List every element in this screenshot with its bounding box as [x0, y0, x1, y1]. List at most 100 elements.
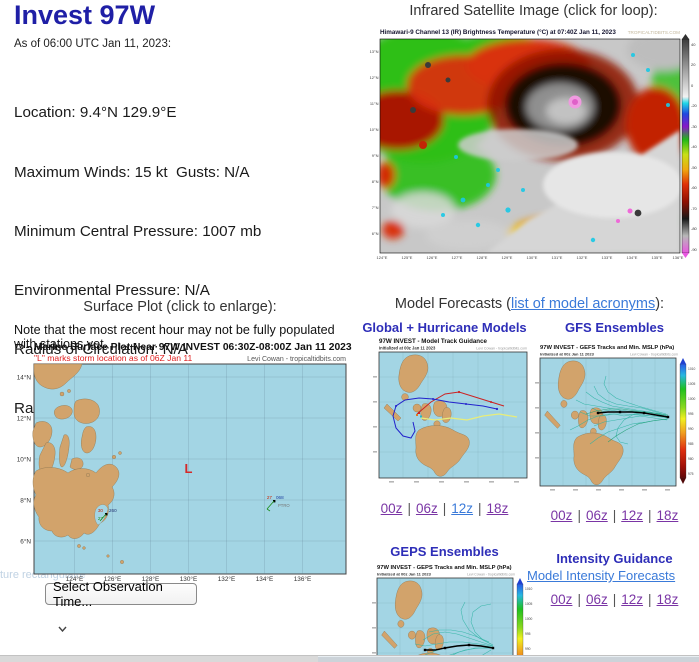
svg-text:132°E: 132°E [577, 255, 588, 260]
svg-text:130°E: 130°E [527, 255, 538, 260]
models-section-title: Model Forecasts (list of model acronyms)… [394, 296, 665, 312]
svg-text:10°N: 10°N [370, 127, 379, 132]
svg-text:-90: -90 [691, 247, 698, 252]
svg-text:97W INVEST - GEFS Tracks and M: 97W INVEST - GEFS Tracks and Min. MSLP (… [540, 345, 674, 351]
gefs-colorbar: 1010 1005 1000 995 990 985 980 975 [679, 358, 696, 484]
observation-time-select-label: Select Observation Time... [53, 579, 163, 609]
surface-lat-axis: 14°N 12°N 10°N 8°N 6°N [17, 374, 32, 546]
svg-text:136°E: 136°E [294, 575, 311, 581]
svg-text:126°E: 126°E [427, 255, 438, 260]
svg-text:97W INVEST - GEPS Tracks and M: 97W INVEST - GEPS Tracks and Min. MSLP (… [377, 565, 512, 571]
svg-text:124°E: 124°E [377, 255, 388, 260]
track-guidance-time-links: 00z | 06z | 12z | 18z [380, 501, 509, 516]
stat-min-pressure: Minimum Central Pressure: 1007 mb [14, 222, 262, 240]
time-link-12z[interactable]: 12z [621, 592, 644, 607]
heading-intensity-guidance: Intensity Guidance [556, 551, 673, 566]
svg-text:97W INVEST - Model Track Guida: 97W INVEST - Model Track Guidance [379, 338, 488, 345]
svg-text:125°E: 125°E [402, 255, 413, 260]
bottom-edge-bar [0, 655, 699, 662]
model-map-gefs-ensembles[interactable]: 97W INVEST - GEFS Tracks and Min. MSLP (… [534, 342, 697, 502]
svg-text:995: 995 [688, 412, 694, 416]
svg-text:135°E: 135°E [652, 255, 663, 260]
satellite-section-title: Infrared Satellite Image (click for loop… [409, 3, 658, 19]
model-acronyms-link[interactable]: list of model acronyms [510, 296, 656, 312]
svg-text:1010: 1010 [688, 367, 696, 371]
svg-text:-50: -50 [691, 165, 698, 170]
svg-text:40: 40 [691, 42, 696, 47]
heading-global-hurricane-models: Global + Hurricane Models [362, 320, 527, 335]
svg-text:6°N: 6°N [372, 231, 379, 236]
as-of-date: As of 06:00 UTC Jan 11, 2023: [14, 38, 172, 50]
surface-map-title: Marine Surface Plot Near 97W INVEST 06:3… [34, 342, 352, 353]
gefs-time-links: 00z | 06z | 12z | 18z [550, 508, 679, 523]
svg-text:136°E: 136°E [673, 255, 684, 260]
svg-text:975: 975 [688, 472, 694, 476]
svg-text:990: 990 [525, 647, 531, 651]
svg-text:0: 0 [691, 83, 694, 88]
svg-text:30: 30 [98, 508, 104, 513]
svg-text:12°N: 12°N [17, 415, 32, 423]
svg-text:068: 068 [276, 495, 284, 500]
svg-text:8°N: 8°N [20, 497, 31, 505]
svg-text:128°E: 128°E [142, 575, 159, 581]
svg-text:1005: 1005 [525, 602, 533, 606]
chevron-down-icon [58, 626, 67, 632]
surface-note: Note that the most recent hour may not b… [14, 323, 335, 351]
svg-text:PTRO: PTRO [278, 503, 290, 508]
satellite-credit: TROPICALTIDBITS.COM [628, 30, 680, 35]
time-link-18z[interactable]: 18z [486, 501, 509, 516]
svg-text:27: 27 [267, 495, 273, 500]
svg-text:20: 20 [691, 62, 696, 67]
time-link-06z[interactable]: 06z [585, 592, 608, 607]
time-link-00z[interactable]: 00z [380, 501, 403, 516]
satellite-lat-axis: 13°N 12°N 11°N 10°N 9°N 8°N 7°N 6°N [370, 49, 379, 236]
time-link-00z[interactable]: 00z [550, 592, 573, 607]
model-forecasts-panel: Model Forecasts (list of model acronyms)… [360, 296, 699, 662]
time-link-06z[interactable]: 06z [585, 508, 608, 523]
satellite-panel: Infrared Satellite Image (click for loop… [368, 0, 699, 265]
storm-note: "L" marks storm location as of 06Z Jan 1… [34, 353, 193, 363]
svg-text:129°E: 129°E [502, 255, 513, 260]
heading-gfs-ensembles: GFS Ensembles [565, 320, 664, 335]
svg-text:131°E: 131°E [552, 255, 563, 260]
satellite-image-title: Himawari-9 Channel 13 (IR) Brightness Te… [380, 28, 616, 36]
svg-text:-40: -40 [691, 144, 698, 149]
time-link-06z[interactable]: 06z [415, 501, 438, 516]
svg-text:9°N: 9°N [372, 153, 379, 158]
time-link-18z[interactable]: 18z [656, 508, 679, 523]
svg-text:13°N: 13°N [370, 49, 379, 54]
station-plot-right: 27 068 PTRO [266, 495, 290, 512]
time-link-12z[interactable]: 12z [451, 501, 474, 516]
observation-time-select[interactable]: Select Observation Time... [45, 579, 197, 632]
geps-colorbar: 1010 1005 1000 995 990 [516, 578, 533, 655]
svg-text:-80: -80 [691, 226, 698, 231]
svg-text:10°N: 10°N [17, 456, 32, 464]
svg-text:130°E: 130°E [180, 575, 197, 581]
intensity-time-links: 00z | 06z | 12z | 18z [550, 592, 679, 607]
svg-text:6°N: 6°N [20, 538, 31, 546]
time-link-18z[interactable]: 18z [656, 592, 679, 607]
svg-text:Levi Cowan - tropicaltidbits.c: Levi Cowan - tropicaltidbits.com [467, 573, 515, 577]
svg-text:985: 985 [688, 442, 694, 446]
svg-text:127°E: 127°E [452, 255, 463, 260]
model-map-track-guidance[interactable]: 97W INVEST - Model Track Guidance Initia… [371, 336, 535, 494]
heading-geps-ensembles: GEPS Ensembles [390, 544, 499, 559]
svg-text:Initialized at 00z Jan 11 2023: Initialized at 00z Jan 11 2023 [540, 352, 595, 357]
model-map-geps-ensembles[interactable]: 97W INVEST - GEPS Tracks and Min. MSLP (… [371, 562, 535, 655]
time-link-12z[interactable]: 12z [621, 508, 644, 523]
model-intensity-forecasts-link[interactable]: Model Intensity Forecasts [527, 568, 676, 583]
surface-plot-image[interactable]: Marine Surface Plot Near 97W INVEST 06:3… [12, 341, 352, 581]
svg-text:11°N: 11°N [370, 101, 379, 106]
svg-text:-70: -70 [691, 206, 698, 211]
surface-lon-axis: 124°E 126°E 128°E 130°E 132°E 134°E 136°… [66, 575, 311, 581]
station-plot-left: 30 260 27 [98, 508, 117, 522]
storm-location-marker: L [185, 461, 193, 476]
svg-text:995: 995 [525, 632, 531, 636]
svg-text:12°N: 12°N [370, 75, 379, 80]
time-link-00z[interactable]: 00z [550, 508, 573, 523]
stat-location: Location: 9.4°N 129.9°E [14, 104, 177, 122]
geps-map-cropped: 97W INVEST - GEPS Tracks and Min. MSLP (… [371, 562, 535, 655]
satellite-image[interactable]: Himawari-9 Channel 13 (IR) Brightness Te… [368, 25, 699, 265]
invest-stats: Location: 9.4°N 129.9°E Maximum Winds: 1… [14, 64, 364, 458]
